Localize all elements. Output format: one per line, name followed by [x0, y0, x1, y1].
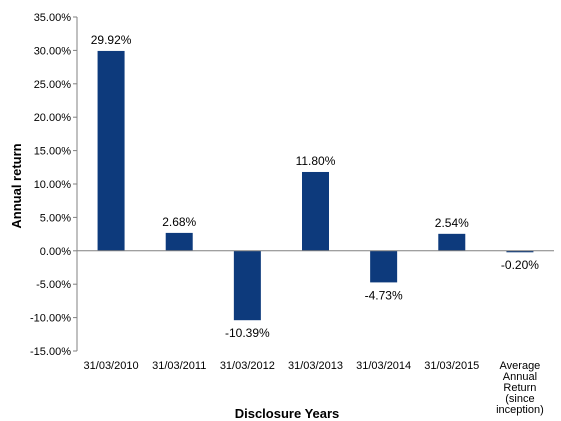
bar: [506, 250, 534, 253]
x-tick-label: 31/03/2010: [84, 360, 139, 372]
x-tick-label: 31/03/2013: [288, 360, 343, 372]
x-tick-label: 31/03/2015: [424, 360, 479, 372]
data-label: -0.20%: [501, 258, 539, 272]
y-tick-label: 5.00%: [40, 212, 71, 224]
x-axis-title: Disclosure Years: [235, 406, 340, 421]
data-label: -4.73%: [365, 288, 403, 302]
y-tick-label: 35.00%: [34, 12, 72, 24]
x-tick-label: Average Annual Return (since inception): [496, 360, 544, 416]
bar: [97, 50, 125, 251]
bars: [97, 50, 534, 321]
data-label: 2.68%: [162, 215, 196, 229]
x-axis: 31/03/2010 31/03/2011 31/03/2012 31/03/2013…: [77, 250, 554, 416]
x-tick-label: 31/03/2011: [152, 360, 206, 372]
y-tick-label: -10.00%: [30, 313, 71, 325]
y-tick-label: 15.00%: [34, 146, 72, 158]
y-tick-label: 10.00%: [34, 179, 72, 191]
data-label: 2.54%: [435, 216, 469, 230]
y-tick-label: -5.00%: [36, 279, 71, 291]
x-tick-label: 31/03/2012: [220, 360, 275, 372]
bar: [370, 250, 398, 283]
y-tick-label: 30.00%: [34, 45, 72, 57]
bar: [302, 171, 329, 251]
bar: [233, 250, 261, 321]
y-tick-label: 20.00%: [34, 112, 72, 124]
y-tick-label: 25.00%: [34, 79, 72, 91]
data-label: 11.80%: [296, 154, 336, 168]
bar: [438, 233, 466, 251]
y-axis-title: Annual return: [9, 143, 24, 228]
x-tick-label: 31/03/2014: [356, 360, 411, 372]
bar: [165, 232, 193, 251]
data-label: 29.92%: [91, 33, 132, 47]
y-axis: 35.00% 30.00% 25.00% 20.00% 15.00% 10.00% 5.00…: [30, 12, 78, 358]
y-tick-label: -15.00%: [30, 346, 71, 358]
y-tick-label: 0.00%: [40, 246, 71, 258]
data-labels: 29.92% 2.68% -10.39% 11.80% -4.73% 2.54% -0.20…: [91, 33, 540, 340]
data-label: -10.39%: [225, 326, 270, 340]
